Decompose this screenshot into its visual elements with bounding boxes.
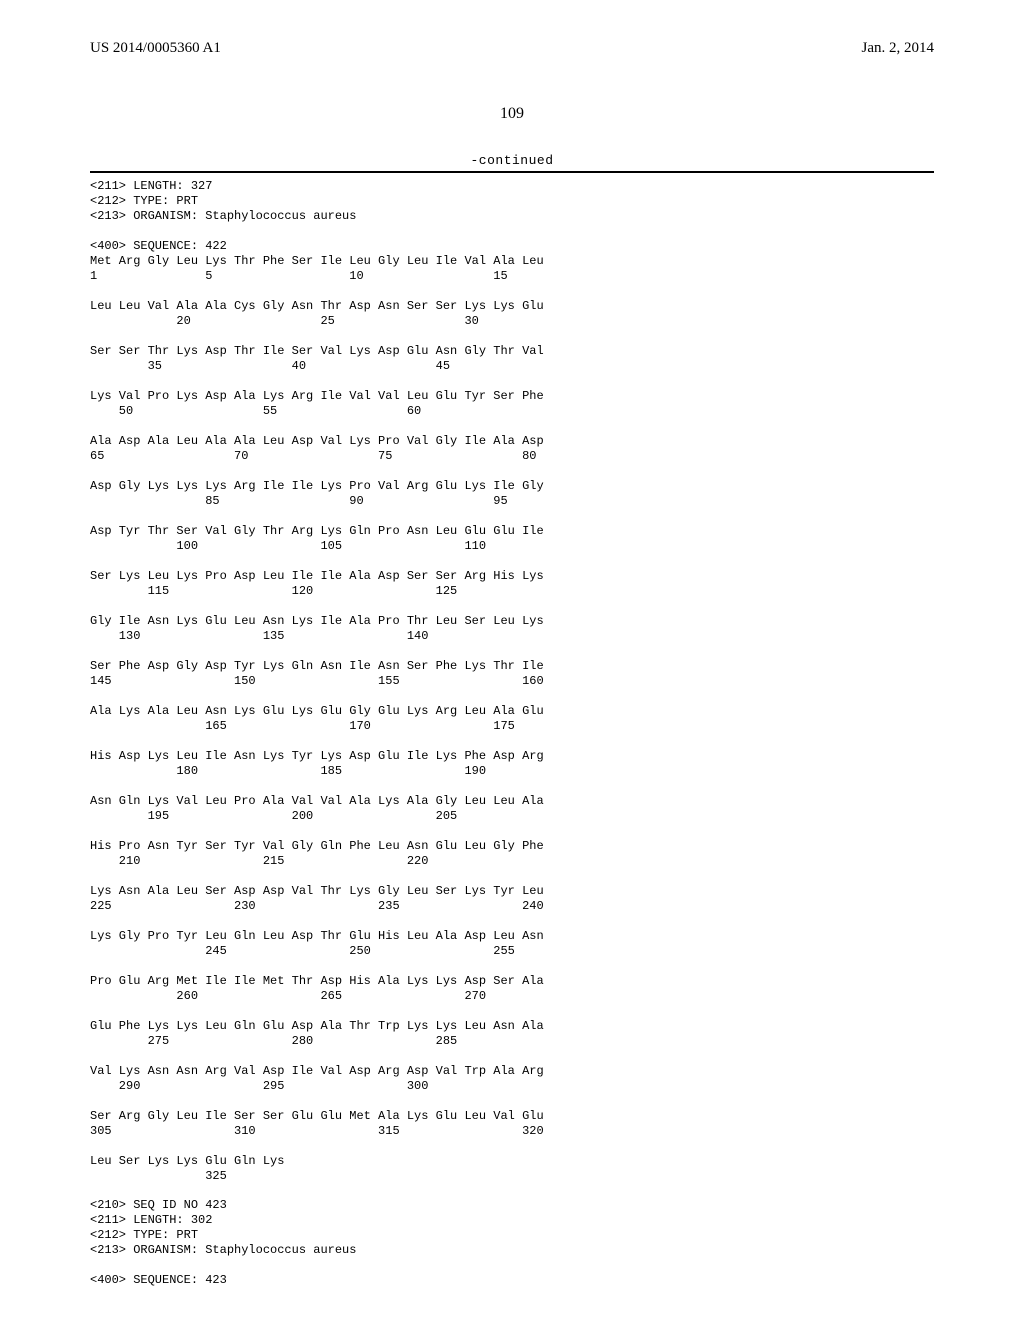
horizontal-rule — [90, 171, 934, 173]
publication-number: US 2014/0005360 A1 — [90, 40, 221, 57]
patent-page: US 2014/0005360 A1 Jan. 2, 2014 109 -con… — [0, 0, 1024, 1320]
page-number: 109 — [90, 105, 934, 123]
page-header: US 2014/0005360 A1 Jan. 2, 2014 — [90, 40, 934, 57]
publication-date: Jan. 2, 2014 — [862, 40, 935, 57]
continued-label: -continued — [90, 153, 934, 168]
sequence-422-listing: Met Arg Gly Leu Lys Thr Phe Ser Ile Leu … — [90, 254, 934, 1184]
sequence-423-meta: <210> SEQ ID NO 423 <211> LENGTH: 302 <2… — [90, 1198, 934, 1288]
sequence-422-meta: <211> LENGTH: 327 <212> TYPE: PRT <213> … — [90, 179, 934, 254]
